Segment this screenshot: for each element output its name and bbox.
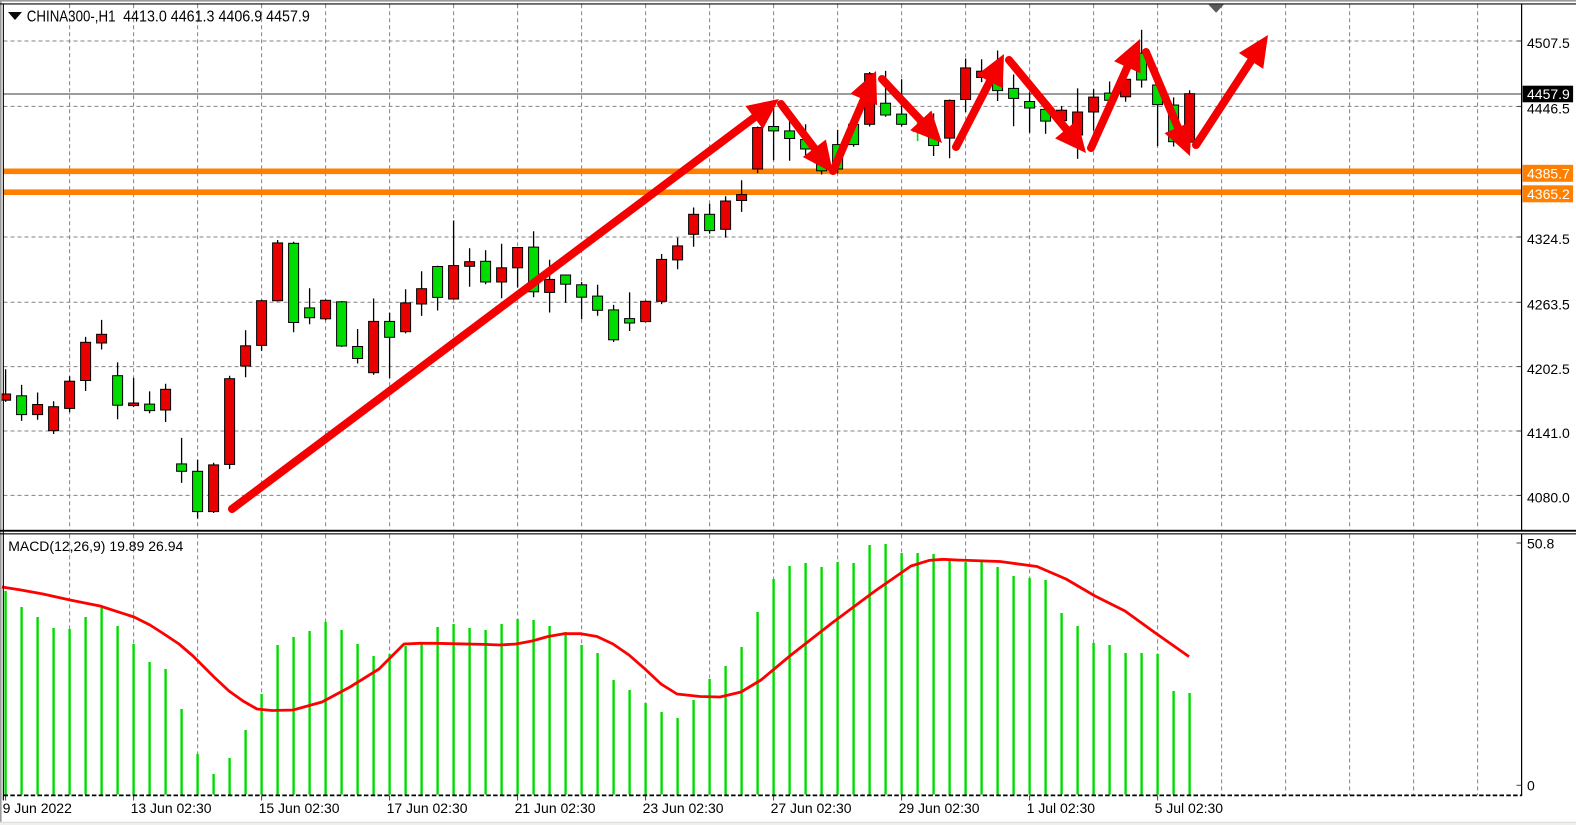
svg-text:4507.5: 4507.5 [1527,35,1570,51]
svg-text:4446.5: 4446.5 [1527,101,1570,117]
svg-text:1 Jul 02:30: 1 Jul 02:30 [1027,800,1096,816]
svg-text:4324.5: 4324.5 [1527,231,1570,247]
svg-text:4080.0: 4080.0 [1527,490,1570,506]
svg-text:21 Jun 02:30: 21 Jun 02:30 [515,800,596,816]
svg-text:23 Jun 02:30: 23 Jun 02:30 [643,800,724,816]
svg-text:27 Jun 02:30: 27 Jun 02:30 [771,800,852,816]
svg-text:29 Jun 02:30: 29 Jun 02:30 [899,800,980,816]
svg-text:4365.2: 4365.2 [1527,186,1570,202]
svg-text:4202.5: 4202.5 [1527,361,1570,377]
svg-text:5 Jul 02:30: 5 Jul 02:30 [1155,800,1224,816]
svg-text:50.8: 50.8 [1527,536,1554,552]
svg-text:4413.0 4461.3 4406.9 4457.9: 4413.0 4461.3 4406.9 4457.9 [123,9,310,26]
svg-text:MACD(12,26,9) 19.89 26.94: MACD(12,26,9) 19.89 26.94 [8,538,183,554]
svg-text:17 Jun 02:30: 17 Jun 02:30 [387,800,468,816]
svg-text:13 Jun 02:30: 13 Jun 02:30 [131,800,212,816]
svg-text:4141.0: 4141.0 [1527,425,1570,441]
svg-text:9 Jun 2022: 9 Jun 2022 [3,800,72,816]
svg-text:0: 0 [1527,777,1535,793]
svg-text:4263.5: 4263.5 [1527,297,1570,313]
svg-text:4457.9: 4457.9 [1527,86,1570,102]
svg-text:15 Jun 02:30: 15 Jun 02:30 [259,800,340,816]
svg-text:4385.7: 4385.7 [1527,165,1570,181]
svg-text:CHINA300-,H1: CHINA300-,H1 [27,9,116,26]
